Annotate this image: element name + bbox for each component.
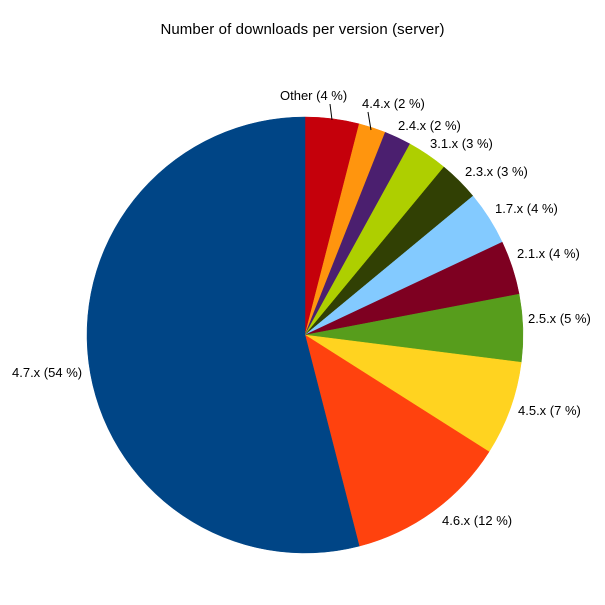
slice-label-1-7-x: 1.7.x (4 %) bbox=[495, 201, 558, 216]
label-leader-line-other bbox=[329, 103, 333, 121]
slice-label-4-5-x: 4.5.x (7 %) bbox=[518, 403, 581, 418]
slice-label-4-7-x: 4.7.x (54 %) bbox=[12, 365, 82, 380]
slice-label-4-4-x: 4.4.x (2 %) bbox=[362, 96, 425, 111]
slice-label-2-1-x: 2.1.x (4 %) bbox=[517, 246, 580, 261]
chart-title: Number of downloads per version (server) bbox=[160, 21, 445, 38]
slice-label-2-4-x: 2.4.x (2 %) bbox=[398, 118, 461, 133]
pie-slice-4-7-x bbox=[86, 116, 360, 554]
slice-label-2-3-x: 2.3.x (3 %) bbox=[465, 164, 528, 179]
slice-label-3-1-x: 3.1.x (3 %) bbox=[430, 136, 493, 151]
slice-label-4-6-x: 4.6.x (12 %) bbox=[442, 513, 512, 528]
slice-label-other: Other (4 %) bbox=[280, 88, 347, 103]
label-leader-line-4-4-x bbox=[367, 111, 372, 131]
slice-label-2-5-x: 2.5.x (5 %) bbox=[528, 311, 591, 326]
pie-slice-4-6-x bbox=[304, 334, 490, 547]
